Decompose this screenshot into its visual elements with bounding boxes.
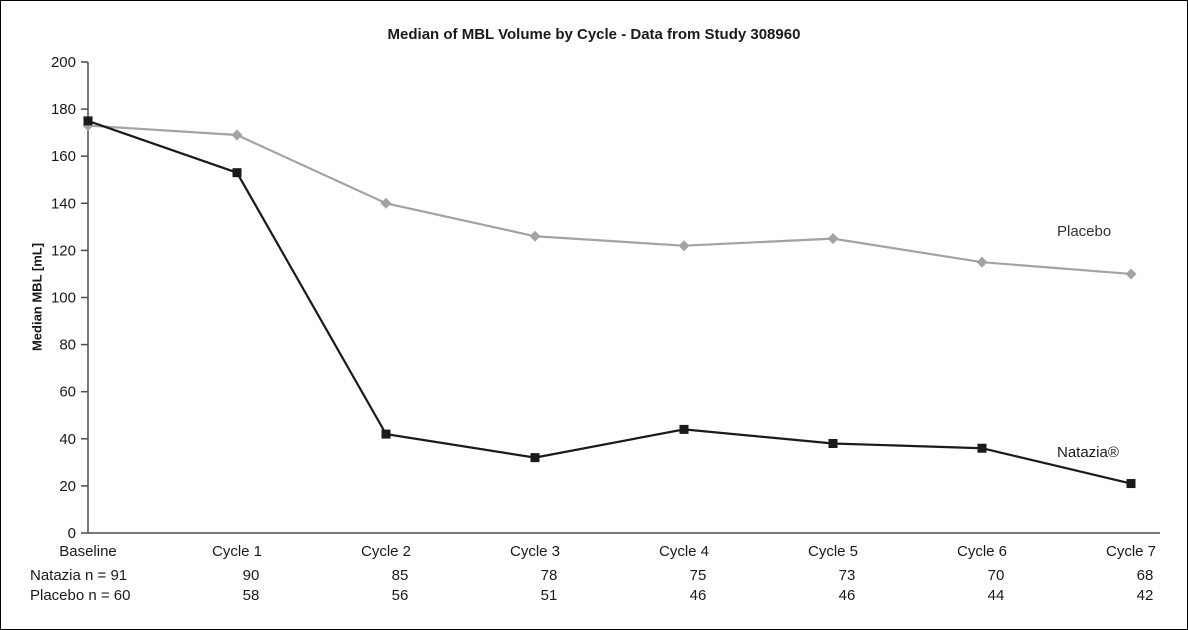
marker-square-natazia [83, 116, 93, 126]
sample-size-value: 75 [690, 567, 707, 584]
y-tick-label: 40 [59, 431, 76, 448]
marker-diamond-placebo [380, 197, 392, 209]
marker-diamond-placebo [678, 240, 690, 252]
marker-square-natazia [828, 439, 838, 449]
marker-square-natazia [232, 168, 242, 178]
y-tick-label: 160 [51, 148, 76, 165]
marker-diamond-placebo [529, 230, 541, 242]
sample-size-value: 58 [243, 587, 260, 604]
y-tick-label: 80 [59, 337, 76, 354]
y-tick-label: 20 [59, 478, 76, 495]
x-category-label: Cycle 7 [1106, 543, 1156, 560]
marker-square-natazia [530, 453, 540, 463]
marker-diamond-placebo [1125, 268, 1137, 280]
sample-size-value: 73 [839, 567, 856, 584]
marker-square-natazia [381, 429, 391, 439]
x-category-label: Cycle 2 [361, 543, 411, 560]
sample-size-value: 42 [1137, 587, 1154, 604]
marker-square-natazia [977, 443, 987, 453]
marker-diamond-placebo [827, 233, 839, 245]
sample-size-value: 90 [243, 567, 260, 584]
sample-size-value: 85 [392, 567, 409, 584]
sample-size-value: 68 [1137, 567, 1154, 584]
series-line-placebo [87, 124, 1132, 276]
marker-square-natazia [1126, 479, 1136, 489]
series-line-natazia [87, 119, 1132, 485]
x-category-label: Cycle 5 [808, 543, 858, 560]
x-category-label: Cycle 3 [510, 543, 560, 560]
y-tick-label: 200 [51, 54, 76, 71]
sample-size-value: 44 [988, 587, 1005, 604]
y-tick-label: 140 [51, 195, 76, 212]
x-category-label: Cycle 1 [212, 543, 262, 560]
marker-square-natazia [679, 424, 689, 434]
series-label-placebo: Placebo [1057, 223, 1111, 240]
y-tick-label: 0 [68, 525, 76, 542]
sample-size-value: 46 [690, 587, 707, 604]
y-tick-label: 100 [51, 290, 76, 307]
sample-size-value: 46 [839, 587, 856, 604]
chart-title: Median of MBL Volume by Cycle - Data fro… [387, 26, 801, 43]
y-tick-label: 60 [59, 384, 76, 401]
sample-size-value: 78 [541, 567, 558, 584]
series-label-natazia: Natazia® [1057, 444, 1119, 461]
sample-size-value: 56 [392, 587, 409, 604]
marker-diamond-placebo [231, 129, 243, 141]
x-category-label: Cycle 4 [659, 543, 709, 560]
y-tick-label: 180 [51, 101, 76, 118]
x-category-label: Baseline [59, 543, 117, 560]
sample-size-row-label: Natazia n = 91 [30, 567, 127, 584]
sample-size-value: 70 [988, 567, 1005, 584]
sample-size-value: 51 [541, 587, 558, 604]
marker-diamond-placebo [976, 256, 988, 268]
sample-size-row-label: Placebo n = 60 [30, 587, 131, 604]
x-category-label: Cycle 6 [957, 543, 1007, 560]
y-tick-label: 120 [51, 242, 76, 259]
